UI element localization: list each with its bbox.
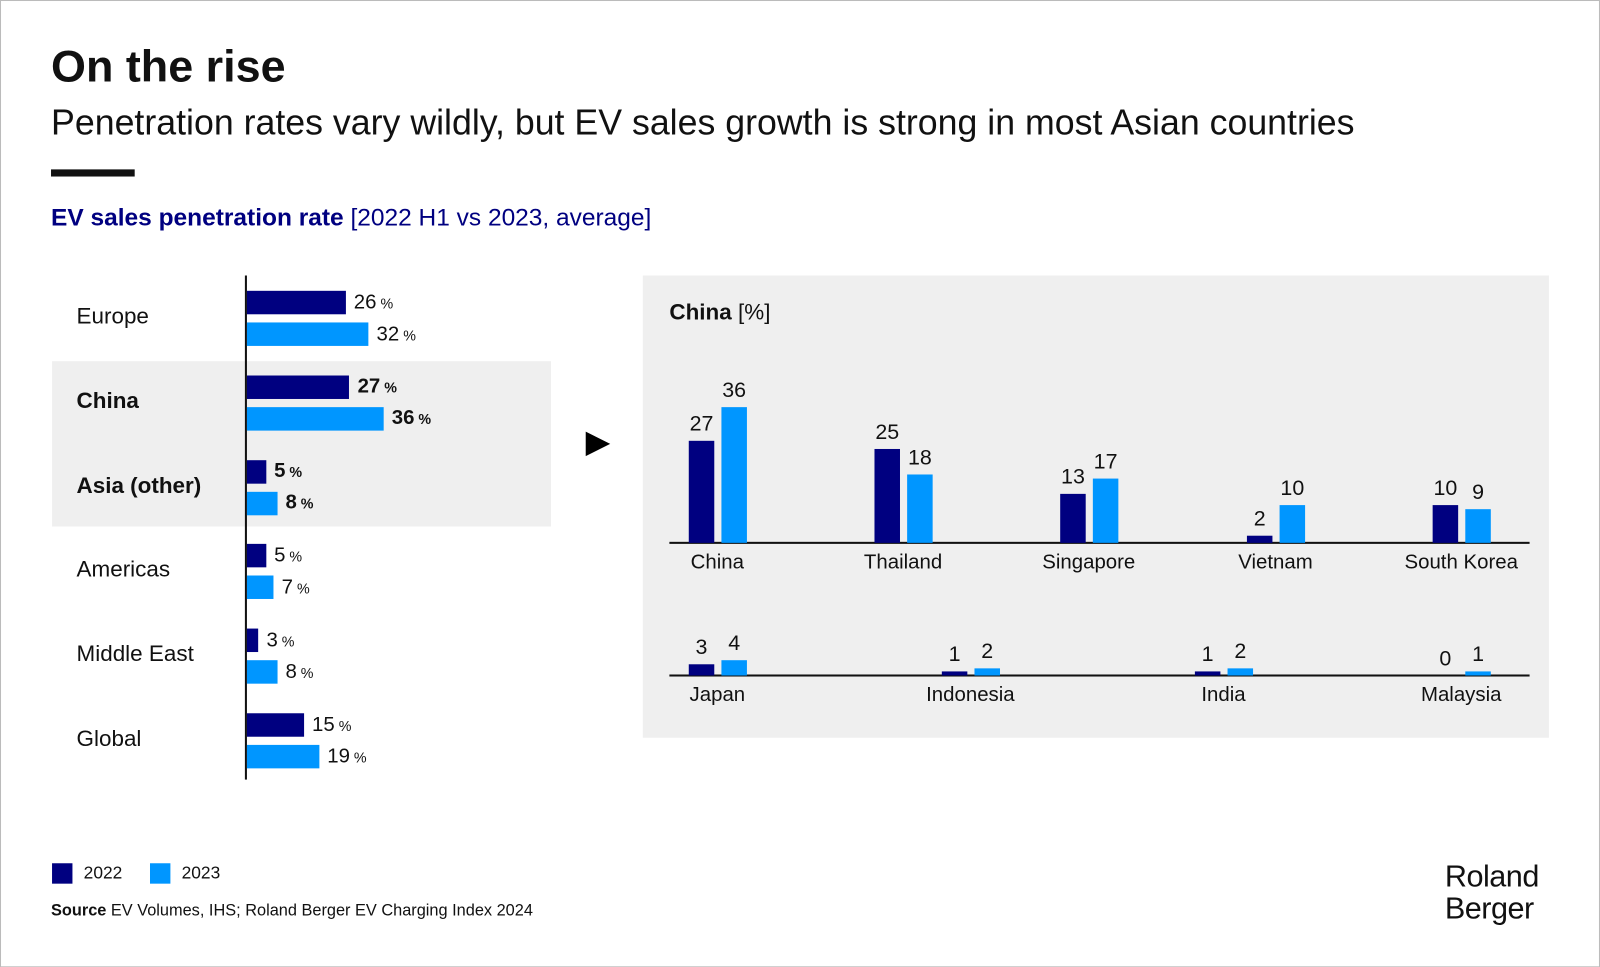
- data-label-2022: 27 %: [357, 375, 397, 398]
- data-label-2023: 2: [981, 639, 994, 663]
- data-label-2023: 7 %: [281, 575, 310, 599]
- x-axis-line-2: [669, 674, 1530, 677]
- bar-2022: [246, 628, 259, 653]
- category-label: India: [1201, 683, 1246, 707]
- data-label-2022: 27: [689, 412, 714, 436]
- data-label-2023: 2: [1234, 639, 1247, 663]
- data-label-2023: 8 %: [285, 660, 314, 683]
- category-label: Thailand: [863, 551, 943, 574]
- bar-2023: [246, 322, 369, 346]
- bar-2022: [688, 440, 715, 543]
- arrow-right-icon: [585, 431, 611, 457]
- category-label: Americas: [76, 556, 171, 583]
- bar-2023: [246, 406, 384, 431]
- data-label-2022: 26 %: [353, 290, 394, 314]
- bar-2023: [1465, 671, 1491, 676]
- data-label-2022: 3: [695, 635, 708, 660]
- legend-swatch-2023: [149, 863, 171, 884]
- category-label: Singapore: [1042, 551, 1136, 574]
- source-note: Source EV Volumes, IHS; Roland Berger EV…: [51, 902, 533, 920]
- data-label-2023: 36 %: [391, 406, 432, 430]
- legend-swatch-2022: [52, 863, 73, 884]
- data-label-2022: 1: [948, 643, 961, 667]
- category-label: Japan: [689, 683, 746, 707]
- bar-2022: [246, 290, 346, 315]
- bar-2023: [1465, 508, 1491, 543]
- panel-title: China [%]: [669, 299, 770, 326]
- x-axis-line-1: [669, 541, 1530, 544]
- data-label-2023: 36: [722, 378, 747, 402]
- data-label-2022: 1: [1201, 643, 1214, 667]
- data-label-2023: 1: [1472, 643, 1485, 667]
- category-label: Vietnam: [1238, 551, 1313, 574]
- bar-2023: [246, 744, 320, 769]
- data-label-2023: 17: [1093, 450, 1118, 474]
- bar-2023: [1279, 505, 1306, 543]
- page-subtitle: Penetration rates vary wildly, but EV sa…: [51, 103, 1355, 143]
- legend-label-2023: 2023: [181, 863, 221, 883]
- bar-2022: [874, 448, 900, 543]
- category-label: Malaysia: [1420, 683, 1502, 707]
- bar-2022: [246, 713, 304, 737]
- category-label: Asia (other): [76, 472, 202, 498]
- logo-line-1: Roland: [1444, 860, 1539, 894]
- page-title: On the rise: [51, 41, 286, 92]
- data-label-2022: 10: [1433, 476, 1458, 500]
- chart-heading-bold: EV sales penetration rate: [51, 204, 344, 232]
- source-label: Source: [51, 902, 107, 920]
- bar-2022: [941, 671, 968, 676]
- bar-2023: [907, 474, 933, 543]
- data-label-2023: 19 %: [327, 744, 367, 768]
- data-label-2023: 18: [907, 446, 932, 470]
- data-label-2023: 32 %: [376, 322, 416, 345]
- data-label-2022: 15 %: [312, 713, 352, 736]
- bar-2022: [246, 375, 350, 399]
- category-label: Global: [76, 725, 142, 752]
- bar-2023: [974, 667, 1000, 676]
- data-label-2022: 25: [875, 419, 900, 444]
- data-label-2022: 5 %: [274, 544, 303, 567]
- data-label-2023: 8 %: [285, 491, 314, 514]
- source-text: EV Volumes, IHS; Roland Berger EV Chargi…: [106, 902, 533, 920]
- data-label-2023: 9: [1472, 480, 1485, 504]
- category-label: China: [690, 551, 745, 574]
- bar-2022: [1246, 535, 1273, 543]
- category-label: South Korea: [1404, 551, 1518, 574]
- data-label-2022: 13: [1061, 465, 1085, 489]
- logo-line-2: Berger: [1444, 891, 1534, 926]
- bar-2022: [246, 459, 266, 484]
- data-label-2022: 2: [1253, 506, 1266, 531]
- category-label: Middle East: [76, 641, 194, 667]
- bar-2022: [1060, 493, 1086, 543]
- roland-berger-logo: Roland Berger: [1445, 861, 1539, 924]
- bar-2022: [246, 544, 266, 568]
- y-axis-line: [244, 275, 247, 780]
- legend-label-2022: 2022: [83, 863, 123, 883]
- data-label-2022: 0: [1439, 646, 1452, 671]
- category-label: Indonesia: [926, 683, 1015, 707]
- bar-2023: [721, 406, 747, 543]
- bar-2023: [246, 660, 278, 684]
- bar-2023: [1092, 478, 1119, 543]
- bar-2023: [1227, 667, 1254, 676]
- bar-2023: [246, 575, 274, 600]
- chart-heading-detail: [2022 H1 vs 2023, average]: [343, 204, 652, 232]
- panel-title-text: China: [669, 298, 732, 325]
- bar-2022: [688, 664, 715, 676]
- title-rule: [51, 169, 135, 177]
- bar-2023: [246, 491, 278, 515]
- category-label: Europe: [76, 303, 149, 329]
- chart-heading: EV sales penetration rate [2022 H1 vs 20…: [51, 204, 651, 233]
- bar-2022: [1194, 671, 1221, 676]
- category-label: China: [76, 387, 139, 414]
- data-label-2022: 5 %: [274, 459, 303, 483]
- panel-unit: [%]: [738, 298, 771, 325]
- data-label-2023: 4: [728, 631, 741, 656]
- data-label-2022: 3 %: [266, 628, 295, 652]
- data-label-2023: 10: [1280, 476, 1305, 500]
- bar-2023: [721, 660, 747, 676]
- bar-2022: [1432, 505, 1459, 543]
